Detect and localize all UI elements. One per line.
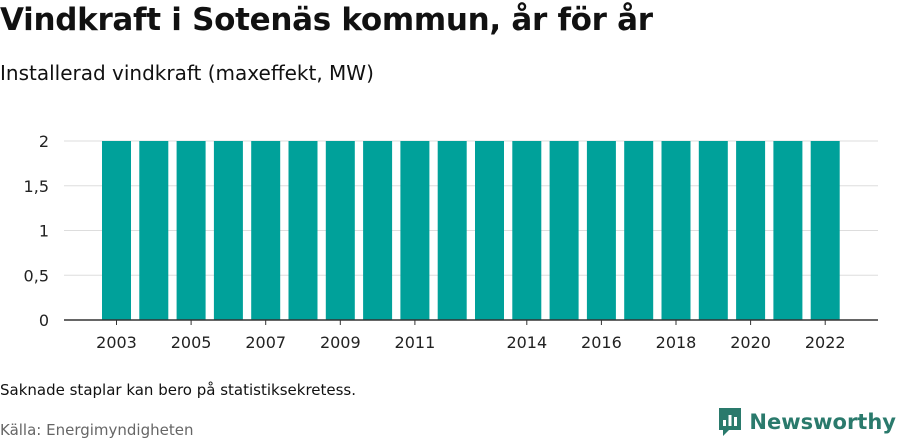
bar-2003 (102, 141, 131, 320)
x-tick-label: 2007 (245, 333, 286, 352)
x-tick-label: 2011 (395, 333, 436, 352)
bar-chart: 00,511,52 2003 2005 2007 2009 2011 2014 2016 20… (24, 132, 878, 352)
bar-2012 (437, 141, 467, 320)
bar-2007 (251, 141, 281, 320)
newsworthy-bubble-icon (719, 408, 742, 436)
y-tick-label: 0,5 (24, 266, 49, 285)
x-tick-label: 2018 (656, 333, 697, 352)
x-tick-label: 2020 (730, 333, 771, 352)
brand-name: Newsworthy (749, 410, 896, 434)
chart-subtitle: Installerad vindkraft (maxeffekt, MW) (0, 61, 374, 85)
chart-title: Vindkraft i Sotenäs kommun, år för år (0, 2, 653, 38)
bar-2008 (288, 141, 318, 320)
bar-2019 (698, 141, 728, 320)
newsworthy-logo: Newsworthy (717, 406, 896, 438)
y-tick-label: 2 (39, 132, 49, 151)
bar-2016 (586, 141, 616, 320)
bar-2022 (810, 141, 840, 320)
bar-2004 (139, 141, 169, 320)
bar-2021 (773, 141, 803, 320)
y-tick-label: 1 (39, 222, 49, 241)
bar-2009 (325, 141, 355, 320)
bar-2018 (661, 141, 691, 320)
y-tick-label: 1,5 (24, 177, 49, 196)
bar-2010 (363, 141, 393, 320)
bar-2020 (736, 141, 766, 320)
y-axis-ticks: 0 0,5 1 1,5 2 (24, 132, 49, 330)
bar-2013 (475, 141, 504, 320)
x-tick-label: 2022 (805, 333, 846, 352)
source-label: Källa: Energimyndigheten (0, 421, 194, 439)
x-tick-label: 2016 (581, 333, 622, 352)
bar-2006 (213, 141, 243, 320)
x-tick-label: 2014 (506, 333, 547, 352)
footnote: Saknade staplar kan bero på statistiksek… (0, 381, 357, 399)
bar-2005 (176, 141, 206, 320)
x-tick-label: 2003 (96, 333, 137, 352)
x-tick-label: 2005 (171, 333, 212, 352)
bar-2017 (624, 141, 654, 320)
x-axis-ticks: 2003 2005 2007 2009 2011 2014 2016 2018 2020 2022 (96, 320, 846, 352)
y-tick-label: 0 (39, 311, 49, 330)
bar-2015 (549, 141, 579, 320)
bar-2014 (512, 141, 542, 320)
bars (102, 141, 840, 320)
x-tick-label: 2009 (320, 333, 361, 352)
bar-2011 (400, 141, 430, 320)
